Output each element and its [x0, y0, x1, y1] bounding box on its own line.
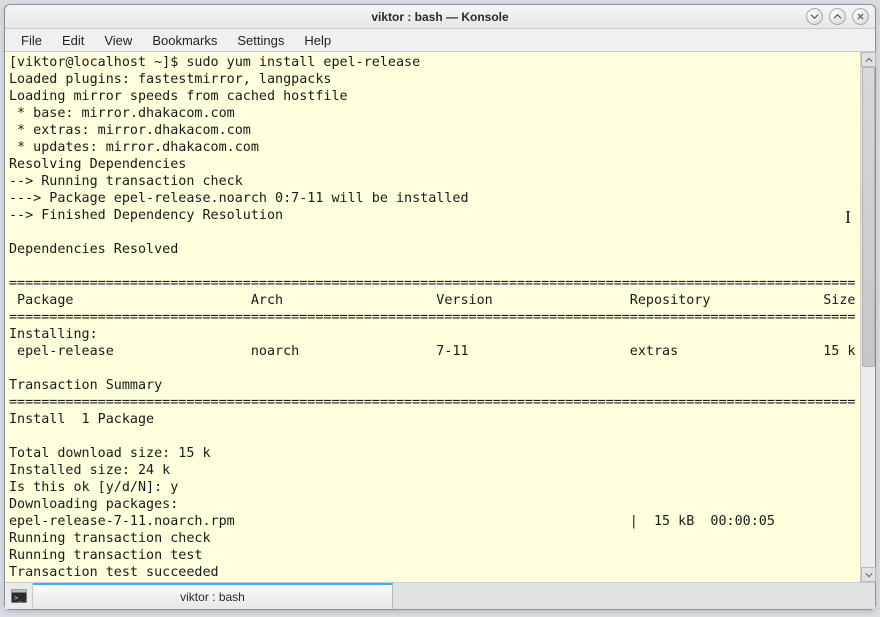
chevron-up-icon	[833, 12, 842, 21]
close-button[interactable]	[852, 8, 869, 25]
titlebar-buttons	[806, 8, 869, 25]
text-cursor-icon: I	[845, 207, 851, 228]
menubar: File Edit View Bookmarks Settings Help	[5, 29, 875, 51]
konsole-window: viktor : bash — Konsole File Edit View B…	[4, 4, 876, 610]
scroll-up-button[interactable]	[861, 52, 876, 67]
titlebar[interactable]: viktor : bash — Konsole	[5, 5, 875, 29]
svg-text:>_: >_	[14, 594, 23, 602]
window-title: viktor : bash — Konsole	[371, 10, 508, 24]
scroll-thumb[interactable]	[862, 67, 875, 367]
tabbar: >_ viktor : bash	[5, 582, 875, 609]
minimize-button[interactable]	[806, 8, 823, 25]
menu-file[interactable]: File	[11, 31, 52, 50]
menu-settings[interactable]: Settings	[227, 31, 294, 50]
chevron-down-icon	[810, 12, 819, 21]
menu-edit[interactable]: Edit	[52, 31, 94, 50]
arrow-up-icon	[865, 56, 873, 64]
scroll-down-button[interactable]	[861, 567, 876, 582]
arrow-down-icon	[865, 571, 873, 579]
terminal-output[interactable]: [viktor@localhost ~]$ sudo yum install e…	[5, 52, 860, 582]
menu-help[interactable]: Help	[294, 31, 341, 50]
close-icon	[856, 12, 865, 21]
new-tab-button[interactable]: >_	[5, 583, 33, 609]
maximize-button[interactable]	[829, 8, 846, 25]
menu-view[interactable]: View	[94, 31, 142, 50]
tab-label: viktor : bash	[180, 590, 245, 604]
menu-bookmarks[interactable]: Bookmarks	[142, 31, 227, 50]
tab-active[interactable]: viktor : bash	[33, 583, 393, 609]
terminal-area: [viktor@localhost ~]$ sudo yum install e…	[5, 51, 875, 582]
scrollbar[interactable]	[860, 52, 875, 582]
terminal-icon: >_	[11, 589, 27, 603]
